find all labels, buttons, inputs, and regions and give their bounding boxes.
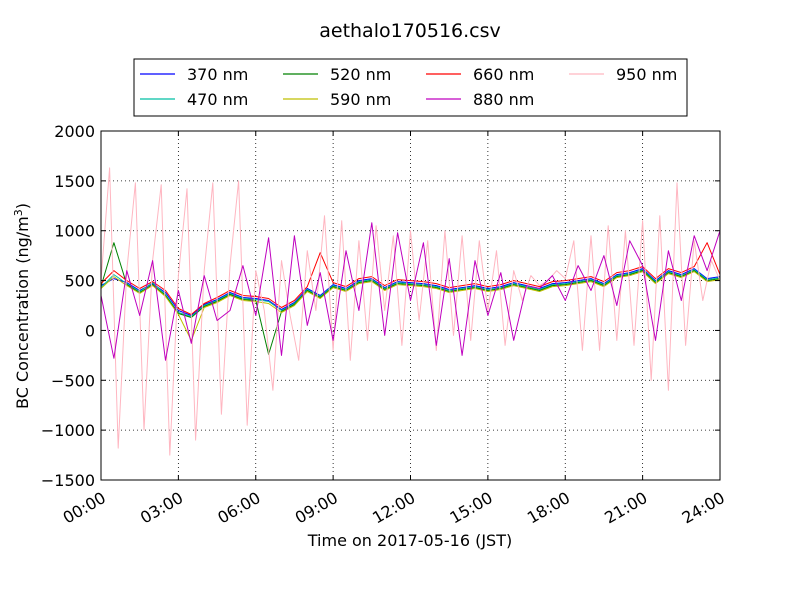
plot-area <box>100 130 721 481</box>
y-tick-label: 500 <box>64 272 95 291</box>
x-axis-label: Time on 2017-05-16 (JST) <box>307 531 512 550</box>
legend-label: 950 nm <box>616 65 677 84</box>
y-tick-label: 2000 <box>54 122 95 141</box>
y-tick-label: −1000 <box>41 421 95 440</box>
legend-label: 370 nm <box>187 65 248 84</box>
legend-label: 590 nm <box>330 90 391 109</box>
legend-label: 470 nm <box>187 90 248 109</box>
series-lines <box>100 167 721 456</box>
y-tick-label: 1000 <box>54 222 95 241</box>
series-line-590-nm <box>100 271 721 341</box>
chart-title: aethalo170516.csv <box>319 20 501 42</box>
y-axis-label-end: ) <box>13 203 32 209</box>
y-tick-label: 0 <box>85 321 95 340</box>
legend: 370 nm 470 nm 520 nm 590 nm 660 nm 880 nm 950 … <box>133 58 688 117</box>
legend-entry-370-nm: 370 nm <box>140 65 248 84</box>
series-line-950-nm <box>100 167 721 456</box>
legend-frame <box>133 58 688 117</box>
series-line-880-nm <box>100 222 721 361</box>
axis-ticks <box>100 130 721 481</box>
y-axis-label: BC Concentration (ng/m3) <box>12 203 32 409</box>
legend-entry-880-nm: 880 nm <box>426 90 534 109</box>
legend-entry-520-nm: 520 nm <box>283 65 391 84</box>
y-axis-label-main: BC Concentration (ng/m <box>13 216 32 409</box>
y-axis-tick-labels: 2000 1500 1000 500 0 −500 −1000 −1500 <box>41 122 95 490</box>
series-line-520-nm <box>100 242 721 355</box>
series-line-660-nm <box>100 242 721 315</box>
y-tick-label: −1500 <box>41 471 95 490</box>
legend-label: 520 nm <box>330 65 391 84</box>
y-tick-label: −500 <box>51 371 95 390</box>
series-line-470-nm <box>100 269 721 317</box>
y-tick-label: 1500 <box>54 172 95 191</box>
series-line-370-nm <box>100 268 721 316</box>
legend-label: 880 nm <box>473 90 534 109</box>
legend-entry-590-nm: 590 nm <box>283 90 391 109</box>
legend-entries: 370 nm 470 nm 520 nm 590 nm 660 nm 880 nm 950 … <box>140 65 677 109</box>
legend-entry-950-nm: 950 nm <box>569 65 677 84</box>
y-axis-label-superscript: 3 <box>12 209 25 216</box>
legend-entry-660-nm: 660 nm <box>426 65 534 84</box>
legend-entry-470-nm: 470 nm <box>140 90 248 109</box>
legend-label: 660 nm <box>473 65 534 84</box>
